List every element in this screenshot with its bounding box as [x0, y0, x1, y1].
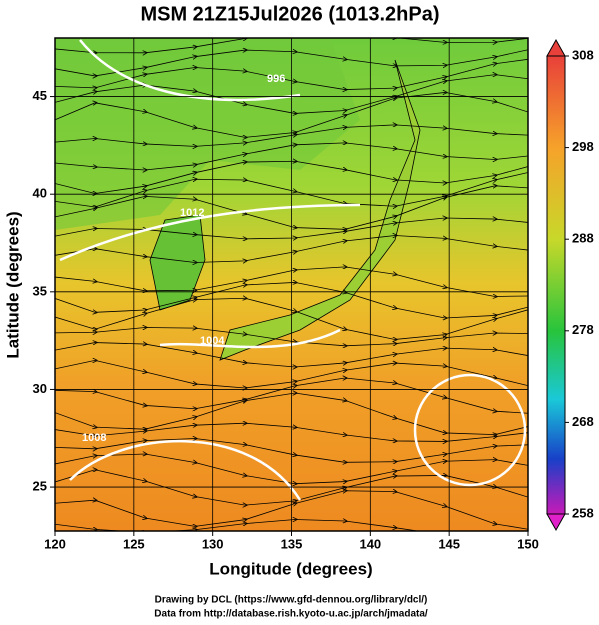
colorbar-tick-label: 288 [572, 231, 594, 246]
y-tick-label: 30 [33, 381, 47, 396]
grid [55, 38, 528, 531]
y-tick-label: 45 [33, 88, 47, 103]
plot-area: 996 1012 1004 1008 [55, 38, 545, 531]
isobar [59, 203, 361, 262]
contour-label: 1012 [180, 207, 204, 219]
y-tick-label: 40 [33, 186, 47, 201]
streamlines [55, 38, 545, 531]
colorbar-tick-label: 268 [572, 414, 594, 429]
credit: Data from http://database.rish.kyoto-u.a… [154, 609, 428, 620]
isobar [69, 440, 302, 501]
x-axis-label: Longitude (degrees) [209, 559, 372, 578]
isobar [413, 373, 527, 487]
colorbar-tick-label: 298 [572, 139, 594, 154]
contour-label: 996 [267, 73, 285, 85]
isobar [159, 328, 341, 349]
colorbar-extend [546, 513, 566, 532]
credit: Drawing by DCL (https://www.gfd-dennou.o… [155, 595, 428, 606]
y-axis-label: Latitude (degrees) [3, 211, 22, 358]
isobar [79, 39, 301, 102]
x-tick-label: 135 [281, 536, 303, 551]
colorbar-tick-label: 308 [572, 47, 594, 62]
streamline [55, 491, 528, 530]
colorbar-tick-label: 278 [572, 322, 594, 337]
x-tick-label: 130 [202, 536, 224, 551]
x-tick-label: 120 [44, 536, 66, 551]
title: MSM 21Z15Jul2026 (1013.2hPa) [140, 3, 439, 25]
x-tick-label: 125 [123, 536, 145, 551]
colorbar-extend [546, 38, 566, 57]
y-tick-label: 35 [33, 283, 47, 298]
colorbar [546, 55, 566, 515]
streamline [55, 236, 528, 263]
streamline [55, 519, 545, 531]
x-tick-label: 150 [517, 536, 539, 551]
contour-label: 1008 [82, 432, 106, 444]
x-tick-label: 140 [359, 536, 381, 551]
y-tick-label: 25 [33, 479, 47, 494]
x-tick-label: 145 [438, 536, 460, 551]
colorbar-tick-label: 258 [572, 505, 594, 520]
